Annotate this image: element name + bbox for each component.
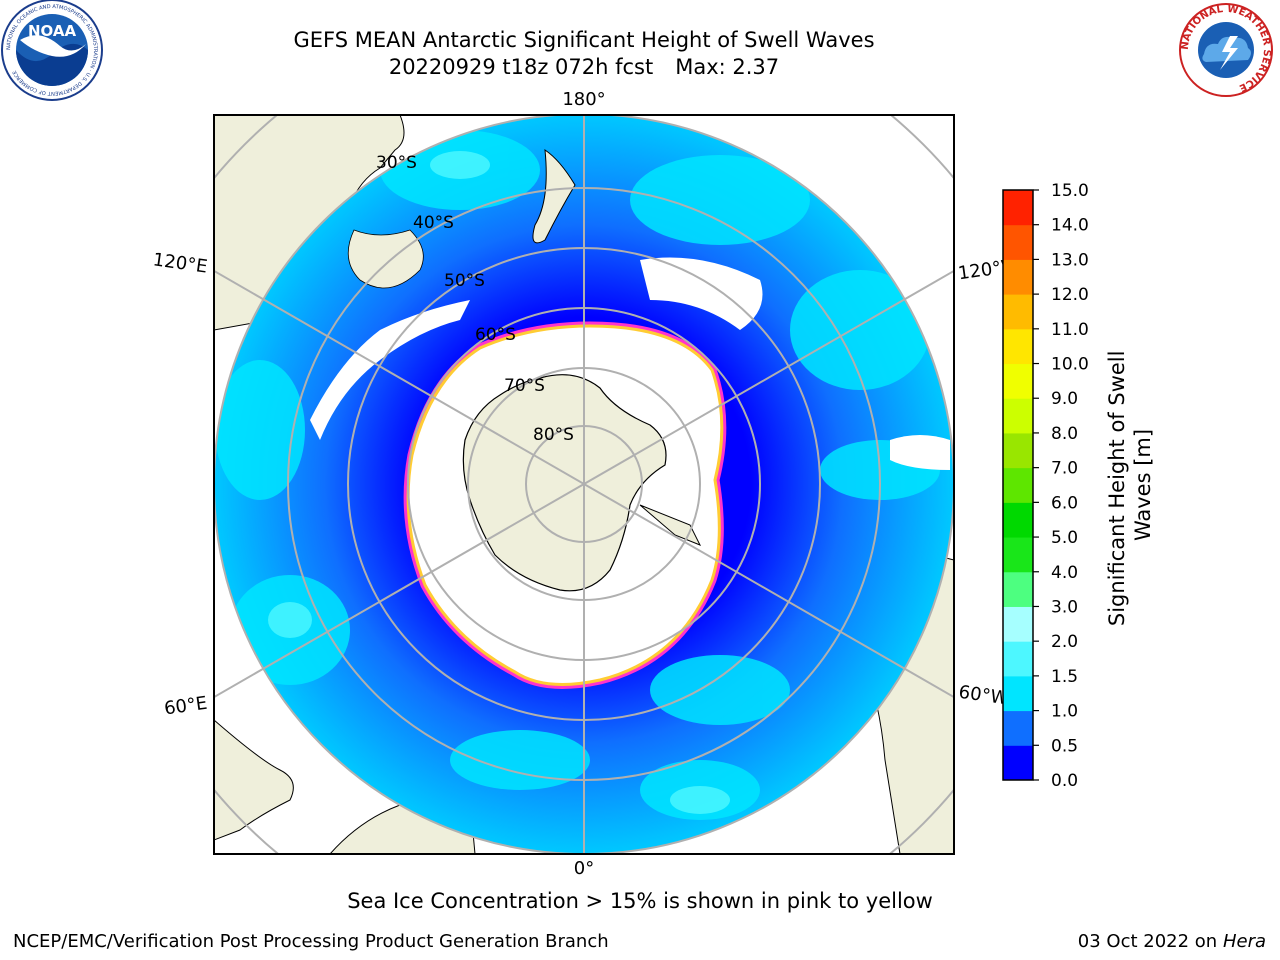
colorbar-segment	[1003, 641, 1033, 677]
lat-label-80s: 80°S	[533, 425, 574, 445]
colorbar-segment	[1003, 190, 1033, 226]
footer-credit: NCEP/EMC/Verification Post Processing Pr…	[13, 931, 609, 952]
colorbar-tick-label: 8.0	[1051, 424, 1078, 444]
colorbar-tick-label: 0.0	[1051, 771, 1078, 791]
forecast-date: 20220929 t18z 072h fcst	[388, 55, 654, 79]
colorbar-segment	[1003, 259, 1033, 295]
plot-title: GEFS MEAN Antarctic Significant Height o…	[293, 28, 875, 52]
colorbar-tick-label: 4.0	[1051, 563, 1078, 583]
noaa-logo-text: NOAA	[28, 22, 77, 40]
colorbar-segment	[1003, 502, 1033, 538]
colorbar-tick-label: 12.0	[1051, 285, 1089, 305]
antarctica-outline	[462, 374, 667, 592]
colorbar-label: Significant Height of Swell Waves [m]	[1105, 344, 1155, 626]
colorbar-segment	[1003, 675, 1033, 712]
colorbar-segment	[1003, 363, 1033, 399]
max-value: Max: 2.37	[675, 55, 780, 79]
sea-ice-caption: Sea Ice Concentration > 15% is shown in …	[347, 889, 933, 913]
colorbar-segment	[1003, 571, 1033, 607]
colorbar-tick-label: 9.0	[1051, 389, 1078, 409]
lon-label-60w: 60°W	[957, 682, 1009, 710]
lat-label-50s: 50°S	[444, 271, 485, 291]
lat-label-60s: 60°S	[475, 325, 516, 345]
colorbar-segment	[1003, 224, 1033, 260]
colorbar-tick-label: 2.0	[1051, 632, 1078, 652]
colorbar-segment	[1003, 432, 1033, 469]
colorbar-label-line2: Waves [m]	[1131, 429, 1155, 541]
colorbar-tick-label: 10.0	[1051, 355, 1089, 375]
colorbar-segment	[1003, 398, 1033, 434]
colorbar-segment	[1003, 745, 1033, 781]
colorbar-tick-label: 1.0	[1051, 702, 1078, 722]
lat-label-40s: 40°S	[413, 213, 454, 233]
colorbar-tick-label: 0.5	[1051, 736, 1078, 756]
colorbar-tick-label: 3.0	[1051, 597, 1078, 617]
lat-label-30s: 30°S	[376, 153, 417, 173]
colorbar-tick-label: 5.0	[1051, 528, 1078, 548]
plot-subtitle: 20220929 t18z 072h fcst Max: 2.37	[184, 54, 984, 80]
colorbar-segment	[1003, 467, 1033, 503]
noaa-logo: NATIONAL OCEANIC AND ATMOSPHERIC ADMINIS…	[1, 0, 103, 101]
lat-label-70s: 70°S	[504, 376, 545, 396]
colorbar-tick-label: 7.0	[1051, 459, 1078, 479]
lon-label-120e: 120°E	[152, 249, 209, 277]
colorbar-segment	[1003, 294, 1033, 330]
colorbar-frame	[1002, 189, 1034, 781]
lon-label-180: 180°	[562, 89, 605, 110]
colorbar: 0.0 0.5 1.0 1.5 2.0 3.0 4.0 5.0 6.0 7.0 8.0 9.0 10.0…	[1002, 181, 1089, 791]
colorbar-tick-label: 6.0	[1051, 493, 1078, 513]
colorbar-tick-label: 1.5	[1051, 667, 1078, 687]
lon-label-0: 0°	[574, 858, 594, 879]
colorbar-tick-label: 14.0	[1051, 216, 1089, 236]
footer-date-text: 03 Oct 2022 on	[1077, 931, 1218, 952]
lon-label-60e: 60°E	[163, 693, 209, 720]
colorbar-tick-label: 11.0	[1051, 320, 1089, 340]
colorbar-segment	[1003, 606, 1033, 642]
footer-date: 03 Oct 2022 on Hera	[1078, 931, 1266, 952]
map-frame	[213, 114, 955, 855]
colorbar-label-line1: Significant Height of Swell	[1105, 351, 1129, 627]
footer-host: Hera	[1222, 931, 1266, 952]
nws-logo: NATIONAL WEATHER SERVICE	[1179, 3, 1273, 97]
colorbar-segment	[1003, 710, 1033, 746]
colorbar-tick-label: 15.0	[1051, 181, 1089, 201]
colorbar-segment	[1003, 328, 1033, 365]
sea-ice-edge-areas	[310, 257, 950, 470]
colorbar-tick-label: 13.0	[1051, 250, 1089, 270]
colorbar-segment	[1003, 537, 1033, 573]
